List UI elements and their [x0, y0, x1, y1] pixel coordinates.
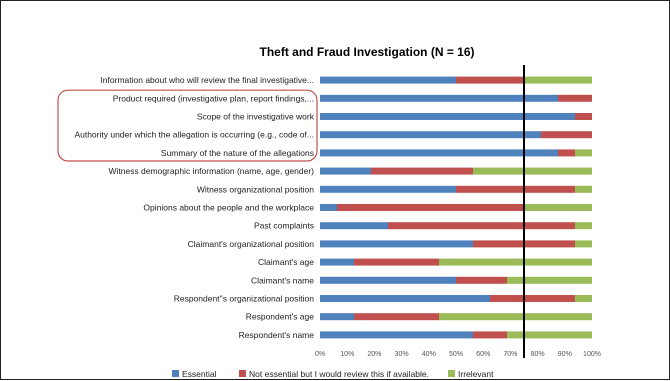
x-tick-label: 100% — [583, 351, 601, 358]
bar-segment-series-0 — [320, 204, 337, 211]
bar-segment-series-0 — [320, 258, 354, 266]
bar-segment-series-1 — [575, 113, 592, 120]
x-tick-label: 50% — [449, 351, 463, 358]
bar-segment-series-2 — [507, 276, 592, 284]
x-tick-label: 0% — [315, 351, 325, 358]
bar-segment-series-0 — [320, 331, 473, 339]
bar-segment-series-0 — [320, 313, 354, 321]
bar-segment-series-2 — [575, 185, 592, 193]
category-label: Respondent''s organizational position — [174, 294, 315, 304]
x-tick-label: 40% — [422, 351, 436, 358]
bar-segment-series-0 — [320, 131, 541, 139]
legend-swatch — [448, 370, 455, 377]
category-label: Respondent's name — [239, 330, 315, 340]
bars-layer — [320, 76, 592, 339]
legend-label: Essential — [182, 369, 217, 379]
bar-segment-series-0 — [320, 94, 558, 102]
legend-label: Irrelevant — [458, 369, 494, 379]
bar-segment-series-2 — [524, 76, 592, 84]
legend: Essential Not essential but I would revie… — [172, 369, 494, 379]
bar-segment-series-1 — [456, 185, 575, 193]
x-tick-label: 30% — [395, 351, 409, 358]
category-label: Claimant's organizational position — [188, 239, 315, 249]
bar-segment-series-2 — [575, 222, 592, 230]
category-label: Witness organizational position — [197, 184, 314, 194]
bar-segment-series-2 — [507, 331, 592, 339]
legend-swatch — [239, 370, 246, 377]
bar-segment-series-2 — [439, 313, 592, 321]
bar-segment-series-1 — [388, 222, 575, 230]
category-label: Respondent's age — [246, 312, 315, 322]
x-tick-label: 10% — [340, 351, 354, 358]
category-label: Product required (investigative plan, re… — [113, 93, 314, 103]
x-tick-label: 80% — [531, 351, 545, 358]
bar-segment-series-2 — [439, 258, 592, 266]
x-tick-label: 20% — [367, 351, 381, 358]
bar-segment-series-2 — [575, 295, 592, 302]
bar-segment-series-1 — [456, 276, 507, 284]
bar-segment-series-0 — [320, 276, 456, 284]
category-label: Summary of the nature of the allegations — [161, 148, 314, 158]
bar-segment-series-0 — [320, 185, 456, 193]
x-tick-label: 90% — [558, 351, 572, 358]
bar-segment-series-0 — [320, 295, 490, 302]
bar-segment-series-1 — [354, 258, 439, 266]
highlight-layer — [57, 89, 318, 162]
legend-swatch — [172, 370, 179, 377]
bar-segment-series-2 — [575, 149, 592, 157]
x-axis-ticks: 0% 10% 20% 30% 40% 50% 60% 70% 80% 90% 100% — [315, 351, 601, 358]
bar-segment-series-1 — [456, 76, 524, 84]
bar-segment-series-2 — [575, 240, 592, 248]
bar-segment-series-1 — [558, 149, 575, 157]
category-labels: Information about who will review the fi… — [74, 75, 314, 340]
bar-segment-series-0 — [320, 240, 473, 248]
bar-segment-series-2 — [473, 167, 592, 175]
bar-segment-series-0 — [320, 113, 575, 120]
category-label: Authority under which the allegation is … — [74, 130, 314, 140]
x-tick-label: 60% — [476, 351, 490, 358]
legend-label: Not essential but I would review this if… — [249, 369, 429, 379]
bar-segment-series-1 — [473, 331, 507, 339]
bar-segment-series-1 — [371, 167, 473, 175]
bar-segment-series-0 — [320, 167, 371, 175]
x-tick-label: 70% — [503, 351, 517, 358]
chart-title: Theft and Fraud Investigation (N = 16) — [259, 45, 474, 59]
category-label: Witness demographic information (name, a… — [108, 166, 314, 176]
bar-segment-series-0 — [320, 149, 558, 157]
category-label: Scope of the investigative work — [197, 112, 315, 122]
category-label: Information about who will review the fi… — [100, 75, 314, 85]
bar-segment-series-0 — [320, 76, 456, 84]
category-label: Opinions about the people and the workpl… — [143, 203, 314, 213]
bar-segment-series-1 — [490, 295, 575, 302]
bar-segment-series-2 — [524, 204, 592, 211]
category-label: Past complaints — [254, 221, 314, 231]
category-label: Claimant's name — [251, 275, 314, 285]
bar-segment-series-1 — [541, 131, 592, 139]
bar-segment-series-1 — [337, 204, 524, 211]
highlight-box — [57, 89, 318, 162]
bar-segment-series-1 — [354, 313, 439, 321]
bar-segment-series-1 — [558, 94, 592, 102]
category-label: Claimant's age — [258, 257, 314, 267]
bar-segment-series-0 — [320, 222, 388, 230]
